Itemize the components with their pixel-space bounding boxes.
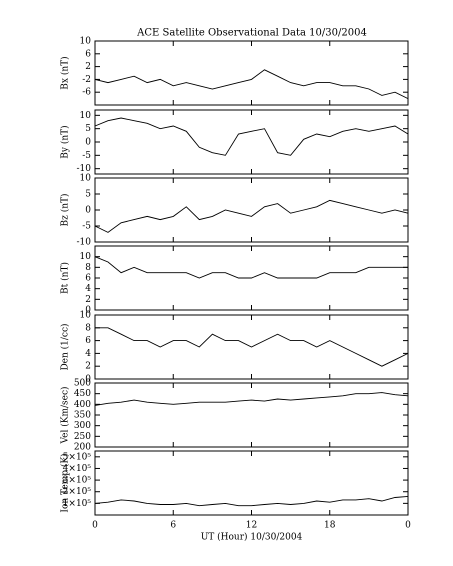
x-tick-label: 12 [246, 521, 257, 531]
y-tick-label: 5×10⁵ [63, 452, 92, 462]
data-line [94, 256, 408, 279]
y-tick-label: 10 [80, 174, 92, 184]
y-tick-label: 5 [85, 190, 91, 200]
panel-frame [94, 109, 409, 175]
y-tick-label: 4 [85, 349, 91, 359]
x-tick-label: 6 [170, 521, 176, 531]
data-line [95, 327, 409, 367]
y-tick-label: -10 [77, 238, 92, 248]
y-tick-label: 2×10⁵ [63, 487, 92, 497]
y-axis-label: Vel (Km/sec) [60, 386, 71, 444]
y-tick-label: 250 [74, 432, 91, 442]
y-tick-label: 6 [85, 49, 91, 59]
y-tick-label: -6 [82, 88, 91, 98]
chart-title: ACE Satellite Observational Data 10/30/2… [136, 28, 367, 39]
y-tick-label: -2 [82, 75, 91, 85]
y-axis-label: Bx (nT) [60, 56, 71, 89]
y-tick-label: 3×10⁵ [63, 476, 92, 486]
y-tick-label: 400 [74, 400, 91, 410]
y-tick-label: 500 [74, 379, 91, 389]
x-tick-label: 0 [92, 521, 98, 531]
data-line [94, 69, 409, 100]
y-tick-label: 0 [85, 375, 91, 385]
y-axis-label: Den (1/cc) [60, 323, 71, 370]
y-tick-label: -5 [82, 151, 91, 161]
panel-frame [94, 177, 409, 243]
y-tick-label: 10 [80, 37, 92, 47]
x-tick-label: 18 [324, 521, 336, 531]
y-tick-label: 8 [85, 323, 91, 333]
panel-frame [94, 40, 409, 106]
data-line [94, 392, 409, 406]
x-tick-label: 0 [405, 521, 411, 531]
y-tick-label: 2 [85, 295, 91, 305]
y-tick-label: 200 [74, 443, 91, 453]
data-line [94, 117, 409, 156]
y-tick-label: 450 [74, 389, 91, 399]
y-tick-label: 5 [85, 124, 91, 134]
y-axis-label: Bt (nT) [60, 262, 71, 294]
y-tick-label: 0 [85, 206, 91, 216]
y-tick-label: 0 [85, 306, 91, 316]
y-tick-label: -5 [82, 222, 91, 232]
y-axis-label: Ion Temp (K) [60, 453, 71, 512]
y-tick-label: 300 [74, 421, 91, 431]
y-tick-label: 1×10⁵ [63, 499, 92, 509]
y-tick-label: 10 [80, 252, 92, 262]
y-tick-label: 6 [85, 274, 91, 284]
x-axis-label: UT (Hour) 10/30/2004 [201, 532, 303, 543]
y-axis-label: Bz (nT) [60, 193, 71, 226]
data-line [94, 199, 409, 233]
y-tick-label: 0 [85, 138, 91, 148]
y-tick-label: 6 [85, 336, 91, 346]
panel-frame [94, 382, 409, 448]
y-tick-label: 8 [85, 263, 91, 273]
y-axis-label: By (nT) [60, 125, 71, 158]
y-tick-label: 4 [85, 284, 91, 294]
y-tick-label: -10 [77, 164, 92, 174]
y-tick-label: 10 [80, 111, 92, 121]
data-line [94, 495, 409, 507]
y-tick-label: 350 [74, 411, 91, 421]
y-tick-label: 2 [85, 62, 91, 72]
y-tick-label: 2 [85, 362, 91, 372]
y-tick-label: 10 [80, 311, 92, 321]
y-tick-label: 4×10⁵ [63, 464, 92, 474]
